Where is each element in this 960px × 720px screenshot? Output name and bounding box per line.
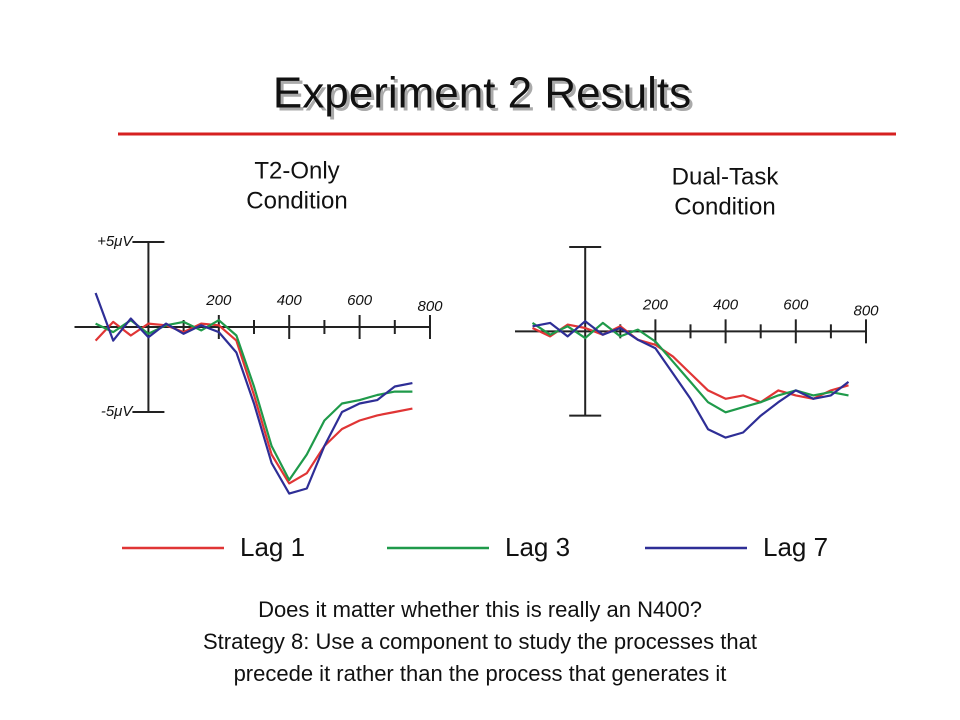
x-tick-label: 400 (277, 292, 303, 309)
y-tick-label: -5μV (101, 403, 135, 420)
x-tick-label: 800 (853, 302, 879, 319)
x-tick-label: 800 (417, 298, 443, 315)
note: precede it rather than the process that … (234, 661, 727, 686)
legend-label: Lag 7 (763, 532, 828, 562)
title-shadow: Experiment 2 Results (276, 72, 694, 121)
x-tick-label: 400 (713, 296, 739, 313)
note: Does it matter whether this is really an… (258, 597, 702, 622)
x-tick-label: 200 (642, 296, 669, 313)
series-line (532, 323, 849, 404)
series-line (95, 319, 413, 482)
y-tick-label: +5μV (97, 233, 134, 250)
x-tick-label: 600 (347, 292, 373, 309)
chart-title: Dual-Task (672, 163, 780, 190)
legend-label: Lag 1 (240, 532, 305, 562)
series-line (94, 292, 413, 495)
x-tick-label: 200 (205, 292, 232, 309)
series-line (94, 320, 413, 485)
chart-title: T2-Only (254, 157, 339, 184)
slide-title: Experiment 2 Results (273, 69, 691, 118)
legend-label: Lag 3 (505, 532, 570, 562)
note: Strategy 8: Use a component to study the… (203, 629, 757, 654)
chart-title: Condition (246, 187, 347, 214)
x-tick-label: 600 (783, 296, 809, 313)
chart-title: Condition (674, 193, 775, 220)
series-line (532, 320, 850, 439)
